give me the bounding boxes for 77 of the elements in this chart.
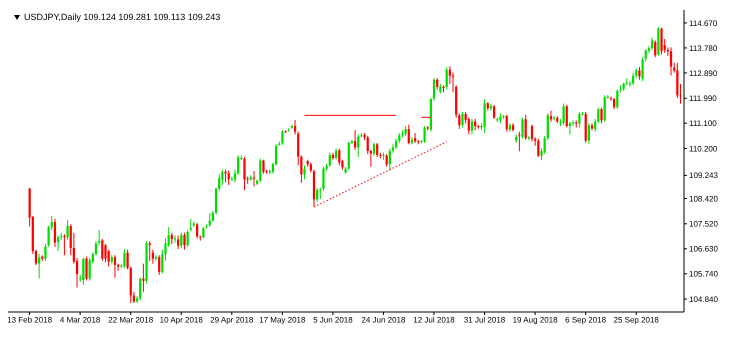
x-tick-label: 24 Jun 2018: [361, 316, 406, 325]
y-tick-label: 106.630: [689, 244, 718, 254]
candlestick: [243, 156, 246, 191]
candlestick: [604, 94, 606, 122]
y-tick-label: 104.840: [689, 294, 718, 304]
x-tick-label: 22 Mar 2018: [108, 316, 154, 325]
y-tick-label: 105.740: [689, 270, 718, 279]
x-tick-label: 17 May 2018: [259, 316, 306, 325]
candlestick: [316, 187, 318, 202]
y-tick-label: 112.890: [689, 68, 718, 78]
x-tick-label: 12 Jul 2018: [413, 316, 456, 325]
candlestick: [632, 72, 634, 86]
x-tick-label: 4 Mar 2018: [60, 316, 101, 325]
candlestick: [82, 258, 84, 286]
candlestick: [177, 235, 180, 250]
candlestick: [101, 238, 104, 262]
candlestick: [259, 158, 262, 183]
candlestick: [123, 248, 126, 268]
y-tick-label: 111.990: [689, 94, 718, 104]
candlestick: [530, 124, 534, 142]
y-tick-label: 107.520: [689, 220, 718, 229]
y-tick-label: 114.670: [689, 18, 718, 28]
x-tick-label: 6 Sep 2018: [565, 316, 607, 325]
y-tick-label: 109.243: [689, 171, 718, 180]
candlestick: [446, 66, 448, 90]
candlestick: [228, 170, 230, 186]
candlestick: [303, 164, 306, 180]
candlestick: [152, 249, 154, 264]
x-tick-label: 5 Jun 2018: [313, 316, 354, 325]
candlestick: [148, 240, 151, 262]
candlestick: [142, 263, 145, 292]
candlestick: [354, 129, 356, 150]
x-tick-label: 29 Apr 2018: [210, 316, 254, 325]
candlestick: [566, 104, 568, 128]
candlestick: [660, 27, 663, 55]
candlestick: [474, 118, 476, 131]
candlestick: [506, 114, 508, 132]
candlestick: [388, 148, 391, 172]
candlestick: [436, 78, 438, 90]
x-tick-label: 10 Apr 2018: [160, 316, 204, 325]
candlestick: [328, 152, 331, 168]
candlestick: [114, 254, 116, 278]
candlestick: [408, 124, 410, 145]
candlestick: [357, 134, 360, 158]
candlestick: [158, 254, 160, 276]
candlestick: [600, 107, 603, 124]
candlestick: [376, 142, 378, 158]
candlestick: [616, 89, 618, 110]
candlestick: [439, 83, 442, 94]
candlestick: [38, 253, 40, 280]
candlestick: [613, 97, 616, 110]
y-tick-label: 108.420: [689, 194, 718, 204]
candlestick: [423, 126, 426, 144]
x-tick-label: 31 Jul 2018: [464, 316, 506, 325]
candlestick: [66, 219, 69, 240]
candlestick: [139, 277, 142, 301]
candlestick: [208, 212, 211, 228]
candlestick: [524, 114, 527, 141]
candlestick: [404, 126, 407, 136]
x-tick-label: 19 Aug 2018: [512, 316, 558, 325]
candlestick: [537, 138, 540, 158]
candlestick: [654, 40, 656, 58]
candlestick: [170, 232, 173, 245]
candlestick: [252, 170, 256, 187]
candlestick: [386, 154, 388, 168]
candlestick: [180, 232, 182, 249]
candlestick: [338, 148, 340, 166]
y-tick-label: 113.780: [689, 44, 718, 53]
x-tick-label: 25 Sep 2018: [614, 316, 660, 325]
y-tick-label: 110.200: [689, 144, 718, 154]
candlestick: [550, 110, 552, 122]
x-tick-label: 13 Feb 2018: [7, 316, 53, 325]
candlestick: [262, 159, 265, 174]
candlestick: [518, 131, 520, 152]
chart-title: USDJPY,Daily 109.124 109.281 109.113 109.243: [24, 12, 220, 22]
candlestick: [186, 229, 189, 248]
y-tick-label: 111.100: [689, 119, 718, 128]
